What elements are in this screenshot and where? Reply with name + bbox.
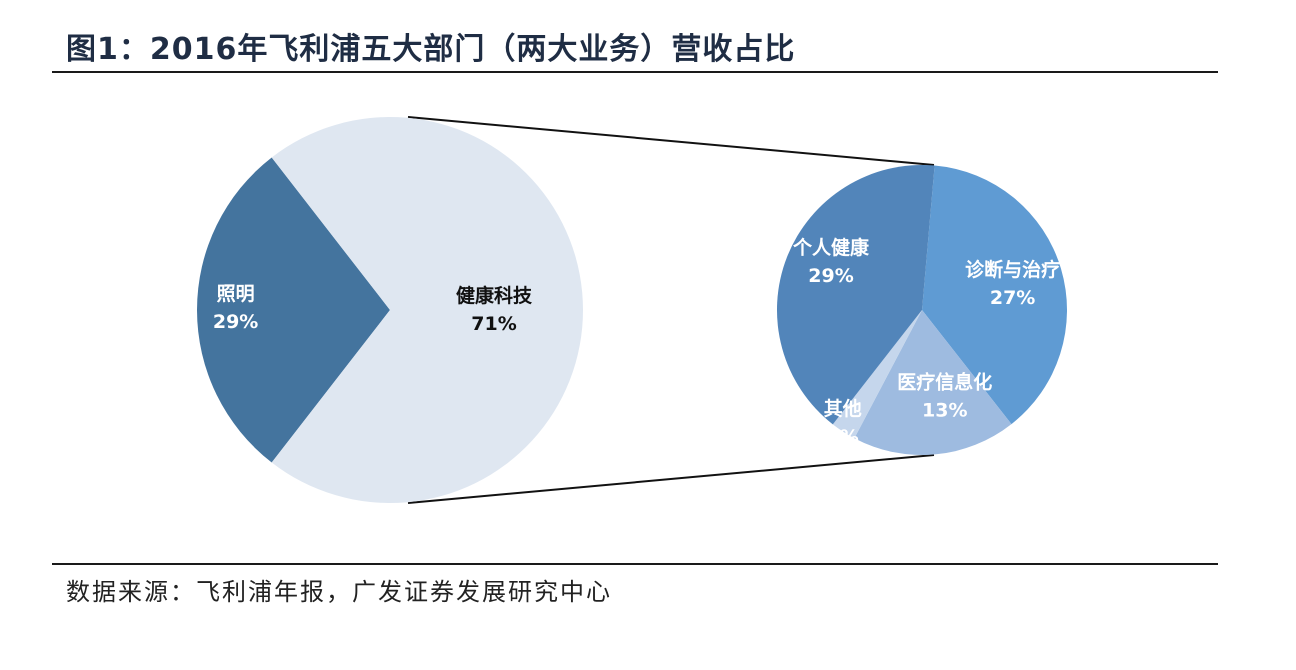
label-sub-0: 诊断与治疗 27% [965, 258, 1060, 309]
main-slice-1 [271, 117, 584, 504]
label-sub-2: 其他 2% [824, 397, 862, 448]
connector-top [407, 116, 935, 166]
label-sub-2-value: 2% [827, 426, 859, 448]
chart-title: 图1：2016年飞利浦五大部门（两大业务）营收占比 [66, 32, 796, 67]
title-divider [52, 71, 1218, 73]
label-sub-3-value: 29% [808, 265, 853, 287]
label-main-1: 健康科技 71% [456, 284, 533, 335]
secondary-pie [776, 164, 1068, 455]
label-sub-0-category: 诊断与治疗 [965, 258, 1060, 281]
sub-slice-2 [832, 310, 922, 439]
source-divider [52, 563, 1218, 565]
label-sub-3-category: 个人健康 [792, 236, 870, 259]
label-main-0: 照明 29% [213, 283, 258, 333]
label-sub-1-category: 医疗信息化 [897, 371, 992, 394]
sub-slice-3 [776, 164, 935, 425]
main-slice-0 [197, 157, 390, 463]
label-sub-1: 医疗信息化 13% [897, 371, 992, 422]
label-sub-2-category: 其他 [824, 397, 862, 420]
label-main-0-category: 照明 [217, 283, 255, 305]
sub-slice-0 [922, 165, 1068, 425]
label-main-1-category: 健康科技 [456, 284, 533, 307]
label-main-1-value: 71% [471, 313, 516, 335]
label-main-0-value: 29% [213, 311, 258, 333]
connector-bottom [407, 454, 935, 504]
slice-labels: 照明 29% 健康科技 71% 诊断与治疗 27% 医疗信息化 13% 其他 2% 个人健康 29% [213, 236, 1060, 448]
label-sub-3: 个人健康 29% [792, 236, 870, 287]
label-sub-1-value: 13% [922, 400, 967, 422]
main-pie [197, 117, 584, 504]
source-note: 数据来源：飞利浦年报，广发证券发展研究中心 [66, 578, 612, 606]
label-sub-0-value: 27% [990, 287, 1035, 309]
connector-lines [407, 116, 935, 504]
sub-slice-1 [854, 310, 1012, 455]
